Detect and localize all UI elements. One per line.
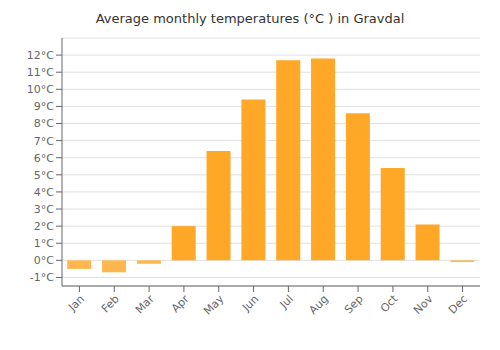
svg-text:Sep: Sep bbox=[342, 292, 366, 316]
svg-text:2°C: 2°C bbox=[34, 220, 54, 233]
svg-text:Nov: Nov bbox=[411, 292, 436, 317]
svg-text:Jan: Jan bbox=[65, 292, 87, 314]
svg-text:Oct: Oct bbox=[378, 292, 401, 315]
svg-text:Jul: Jul bbox=[277, 292, 296, 311]
svg-text:9°C: 9°C bbox=[34, 100, 54, 113]
html-text:Average monthly temperatures (: Average monthly temperatures (°C ) in Gr… bbox=[95, 11, 405, 26]
svg-text:7°C: 7°C bbox=[34, 135, 54, 148]
svg-text:Feb: Feb bbox=[99, 292, 122, 315]
svg-text:4°C: 4°C bbox=[34, 186, 54, 199]
svg-text:3°C: 3°C bbox=[34, 203, 54, 216]
svg-text:1°C: 1°C bbox=[34, 237, 54, 250]
svg-text:5°C: 5°C bbox=[34, 169, 54, 182]
svg-text:12°C: 12°C bbox=[27, 49, 54, 62]
svg-text:6°C: 6°C bbox=[34, 152, 54, 165]
svg-text:10°C: 10°C bbox=[27, 83, 54, 96]
svg-text:8°C: 8°C bbox=[34, 117, 54, 130]
svg-text:Aug: Aug bbox=[307, 292, 331, 316]
svg-text:Apr: Apr bbox=[169, 292, 192, 315]
svg-text:0°C: 0°C bbox=[34, 254, 54, 267]
svg-text:Jun: Jun bbox=[239, 292, 261, 314]
svg-text:May: May bbox=[201, 292, 227, 318]
svg-text:11°C: 11°C bbox=[27, 66, 54, 79]
svg-text:Mar: Mar bbox=[133, 292, 157, 316]
svg-text:-1°C: -1°C bbox=[30, 271, 54, 284]
svg-text:Dec: Dec bbox=[446, 292, 470, 316]
